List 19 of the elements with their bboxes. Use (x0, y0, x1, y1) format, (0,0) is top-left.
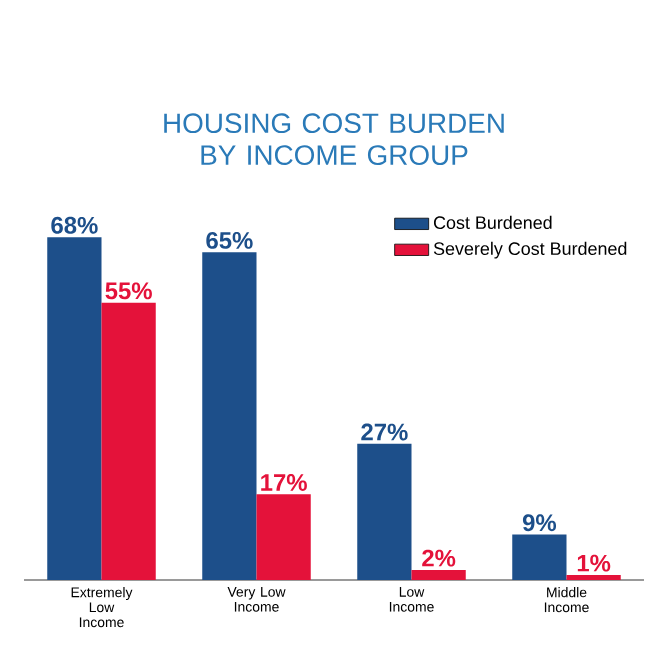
data-label: 9% (522, 514, 557, 532)
bar (566, 574, 621, 580)
data-label: 1% (577, 554, 611, 572)
data-label: 2% (422, 549, 456, 567)
bar (411, 569, 466, 580)
bar (512, 534, 567, 580)
data-label: 55% (105, 282, 152, 300)
bar (256, 494, 311, 580)
bar (357, 443, 412, 580)
chart-title: HOUSING COST BURDEN BY INCOME GROUP (164, 113, 504, 165)
legend-label: Cost Burdened (433, 215, 552, 230)
data-label: 68% (51, 216, 98, 234)
data-label: 17% (261, 474, 307, 491)
bar (202, 252, 257, 580)
data-label: 27% (361, 423, 408, 441)
bar (101, 302, 156, 580)
legend-label: Severely Cost Burdened (433, 241, 627, 259)
bar (47, 237, 102, 580)
data-label: 65% (206, 231, 253, 249)
